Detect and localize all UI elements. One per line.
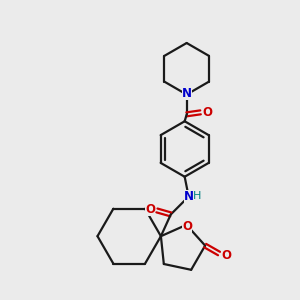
Text: O: O: [202, 106, 212, 119]
Text: O: O: [182, 220, 192, 233]
Text: O: O: [145, 203, 155, 216]
Text: O: O: [221, 249, 231, 262]
Text: N: N: [184, 190, 194, 203]
Text: H: H: [192, 190, 201, 201]
Text: N: N: [182, 87, 192, 100]
